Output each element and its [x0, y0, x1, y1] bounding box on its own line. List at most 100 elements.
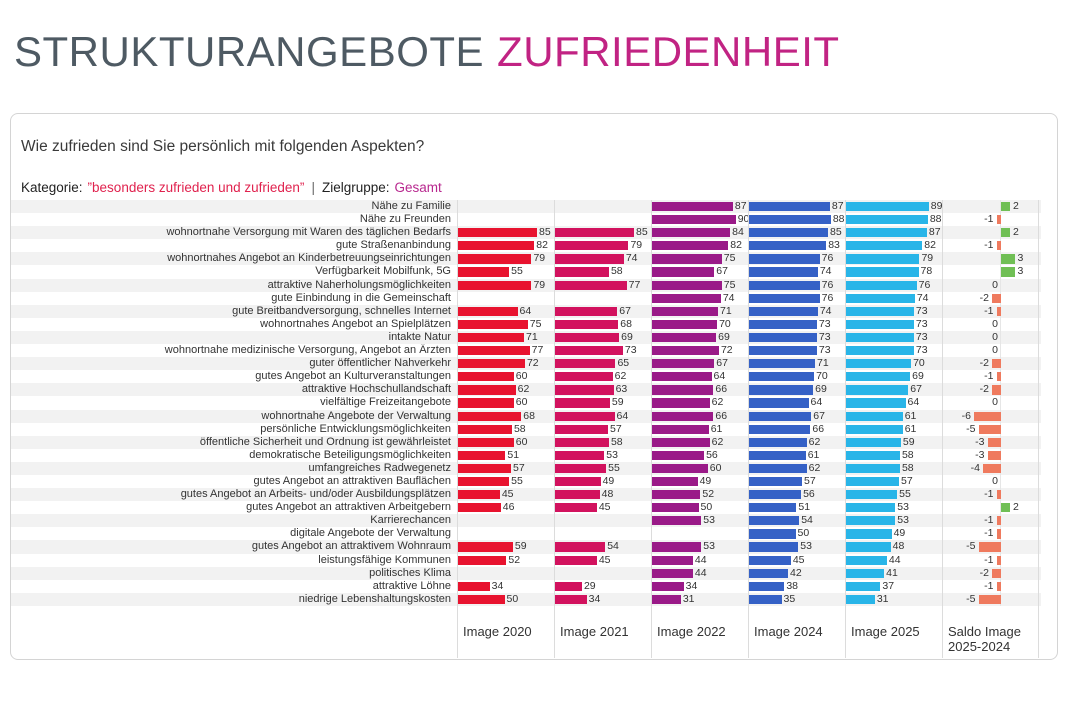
bar[interactable]	[458, 490, 500, 500]
bar[interactable]	[555, 463, 607, 474]
saldo-bar[interactable]	[992, 359, 1001, 369]
bar[interactable]	[846, 293, 915, 303]
bar[interactable]	[458, 280, 532, 290]
bar[interactable]	[458, 476, 510, 487]
bar[interactable]	[846, 581, 881, 591]
bar[interactable]	[846, 398, 906, 408]
bar[interactable]	[652, 372, 712, 382]
bar[interactable]	[846, 280, 917, 290]
bar[interactable]	[749, 254, 820, 264]
bar[interactable]	[749, 568, 789, 578]
bar[interactable]	[749, 503, 797, 513]
bar[interactable]	[749, 359, 816, 369]
bar[interactable]	[555, 437, 609, 447]
bar[interactable]	[846, 215, 928, 225]
bar[interactable]	[555, 332, 620, 343]
bar[interactable]	[555, 594, 587, 604]
bar[interactable]	[458, 346, 530, 356]
bar[interactable]	[458, 228, 538, 238]
bar[interactable]	[652, 437, 710, 447]
bar[interactable]	[749, 293, 820, 303]
bar[interactable]	[652, 490, 701, 500]
bar[interactable]	[846, 385, 909, 395]
bar[interactable]	[749, 581, 785, 591]
saldo-bar[interactable]	[987, 437, 1001, 447]
bar[interactable]	[555, 476, 601, 487]
bar[interactable]	[846, 346, 914, 356]
bar[interactable]	[555, 542, 606, 552]
bar[interactable]	[652, 241, 729, 251]
bar[interactable]	[846, 267, 919, 277]
bar[interactable]	[652, 385, 714, 395]
bar[interactable]	[846, 228, 927, 238]
bar[interactable]	[652, 293, 721, 303]
bar[interactable]	[749, 228, 829, 238]
bar[interactable]	[846, 450, 900, 460]
bar[interactable]	[555, 372, 613, 382]
saldo-bar[interactable]	[1001, 254, 1015, 264]
bar[interactable]	[749, 490, 802, 500]
bar[interactable]	[458, 424, 512, 434]
bar[interactable]	[652, 450, 705, 460]
bar[interactable]	[749, 267, 818, 277]
bar[interactable]	[458, 555, 507, 565]
bar[interactable]	[846, 529, 892, 539]
bar[interactable]	[749, 529, 796, 539]
bar[interactable]	[749, 332, 817, 343]
saldo-bar[interactable]	[996, 490, 1001, 500]
saldo-bar[interactable]	[992, 568, 1001, 578]
saldo-bar[interactable]	[1001, 228, 1010, 238]
saldo-bar[interactable]	[978, 594, 1001, 604]
bar[interactable]	[749, 463, 807, 474]
bar[interactable]	[749, 398, 809, 408]
bar[interactable]	[749, 202, 830, 212]
bar[interactable]	[458, 254, 532, 264]
bar[interactable]	[749, 411, 812, 421]
saldo-bar[interactable]	[978, 424, 1001, 434]
bar[interactable]	[846, 241, 923, 251]
bar[interactable]	[846, 555, 887, 565]
bar[interactable]	[749, 215, 831, 225]
bar[interactable]	[458, 306, 518, 316]
bar[interactable]	[458, 372, 514, 382]
bar[interactable]	[846, 319, 914, 330]
bar[interactable]	[749, 280, 820, 290]
saldo-bar[interactable]	[1001, 503, 1010, 513]
saldo-bar[interactable]	[996, 581, 1001, 591]
bar[interactable]	[652, 411, 714, 421]
bar[interactable]	[652, 202, 733, 212]
bar[interactable]	[555, 228, 635, 238]
bar[interactable]	[555, 359, 616, 369]
saldo-bar[interactable]	[1001, 202, 1010, 212]
saldo-bar[interactable]	[996, 241, 1001, 251]
bar[interactable]	[555, 267, 609, 277]
bar[interactable]	[555, 503, 597, 513]
bar[interactable]	[846, 490, 898, 500]
bar[interactable]	[458, 503, 501, 513]
saldo-bar[interactable]	[996, 372, 1001, 382]
bar[interactable]	[458, 267, 510, 277]
saldo-bar[interactable]	[974, 411, 1001, 421]
saldo-bar[interactable]	[983, 463, 1001, 474]
bar[interactable]	[555, 346, 623, 356]
bar[interactable]	[458, 385, 516, 395]
saldo-bar[interactable]	[996, 555, 1001, 565]
bar[interactable]	[652, 594, 681, 604]
saldo-bar[interactable]	[996, 529, 1001, 539]
bar[interactable]	[458, 450, 506, 460]
bar[interactable]	[749, 555, 791, 565]
bar[interactable]	[652, 267, 715, 277]
bar[interactable]	[652, 398, 710, 408]
bar[interactable]	[458, 594, 505, 604]
bar[interactable]	[846, 542, 891, 552]
bar[interactable]	[458, 359, 525, 369]
bar[interactable]	[652, 254, 722, 264]
saldo-bar[interactable]	[996, 215, 1001, 225]
bar[interactable]	[846, 476, 899, 487]
bar[interactable]	[846, 503, 896, 513]
bar[interactable]	[652, 463, 708, 474]
saldo-bar[interactable]	[978, 542, 1001, 552]
bar[interactable]	[749, 542, 799, 552]
bar[interactable]	[458, 463, 511, 474]
bar[interactable]	[652, 332, 717, 343]
